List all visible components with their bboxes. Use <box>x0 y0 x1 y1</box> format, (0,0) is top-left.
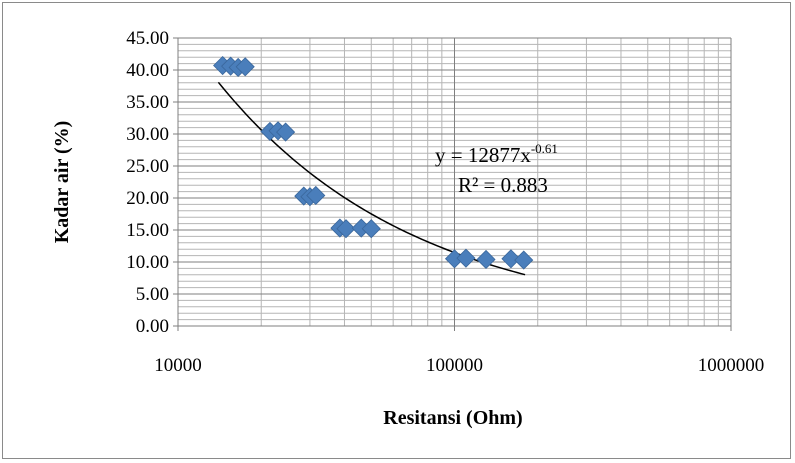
y-axis-title: Kadar air (%) <box>51 121 73 244</box>
y-tick-label: 0.00 <box>136 316 169 337</box>
major-gridlines <box>173 37 732 331</box>
data-markers <box>213 55 534 270</box>
r-squared-label: R² = 0.883 <box>458 173 548 197</box>
data-point <box>501 249 521 269</box>
data-point <box>336 219 356 239</box>
y-tick-label: 30.00 <box>126 124 169 145</box>
x-tick-labels: 10000 100000 1000000 <box>154 355 764 376</box>
y-tick-label: 10.00 <box>126 252 169 273</box>
y-tick-label: 20.00 <box>126 188 169 209</box>
data-point <box>235 57 255 77</box>
y-tick-labels: 0.00 5.00 10.00 15.00 20.00 25.00 30.00 35.00 40… <box>126 28 169 337</box>
y-tick-label: 25.00 <box>126 156 169 177</box>
y-tick-label: 45.00 <box>126 28 169 49</box>
x-tick-label: 100000 <box>426 355 483 376</box>
y-tick-label: 5.00 <box>136 284 169 305</box>
data-point <box>476 249 496 270</box>
data-point <box>276 122 296 142</box>
trendline-equation: y = 12877x-0.61 <box>435 141 558 167</box>
x-tick-label: 1000000 <box>698 355 765 376</box>
x-axis-title: Resitansi (Ohm) <box>383 407 522 429</box>
data-point <box>514 250 534 270</box>
data-point <box>361 219 381 239</box>
y-tick-label: 40.00 <box>126 60 169 81</box>
y-tick-label: 35.00 <box>126 92 169 113</box>
data-point <box>456 248 476 268</box>
x-tick-label: 10000 <box>154 355 202 376</box>
y-tick-label: 15.00 <box>126 220 169 241</box>
axes <box>177 38 731 327</box>
data-point <box>306 185 326 206</box>
